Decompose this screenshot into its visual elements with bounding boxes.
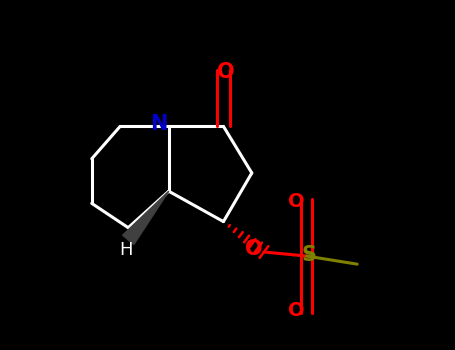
Text: N: N	[150, 114, 167, 134]
Text: O: O	[288, 301, 305, 320]
Text: H: H	[120, 241, 133, 259]
Text: O: O	[217, 62, 234, 82]
Text: O: O	[245, 239, 263, 259]
Text: S: S	[301, 245, 316, 265]
Text: O: O	[288, 192, 305, 211]
Polygon shape	[122, 191, 169, 245]
